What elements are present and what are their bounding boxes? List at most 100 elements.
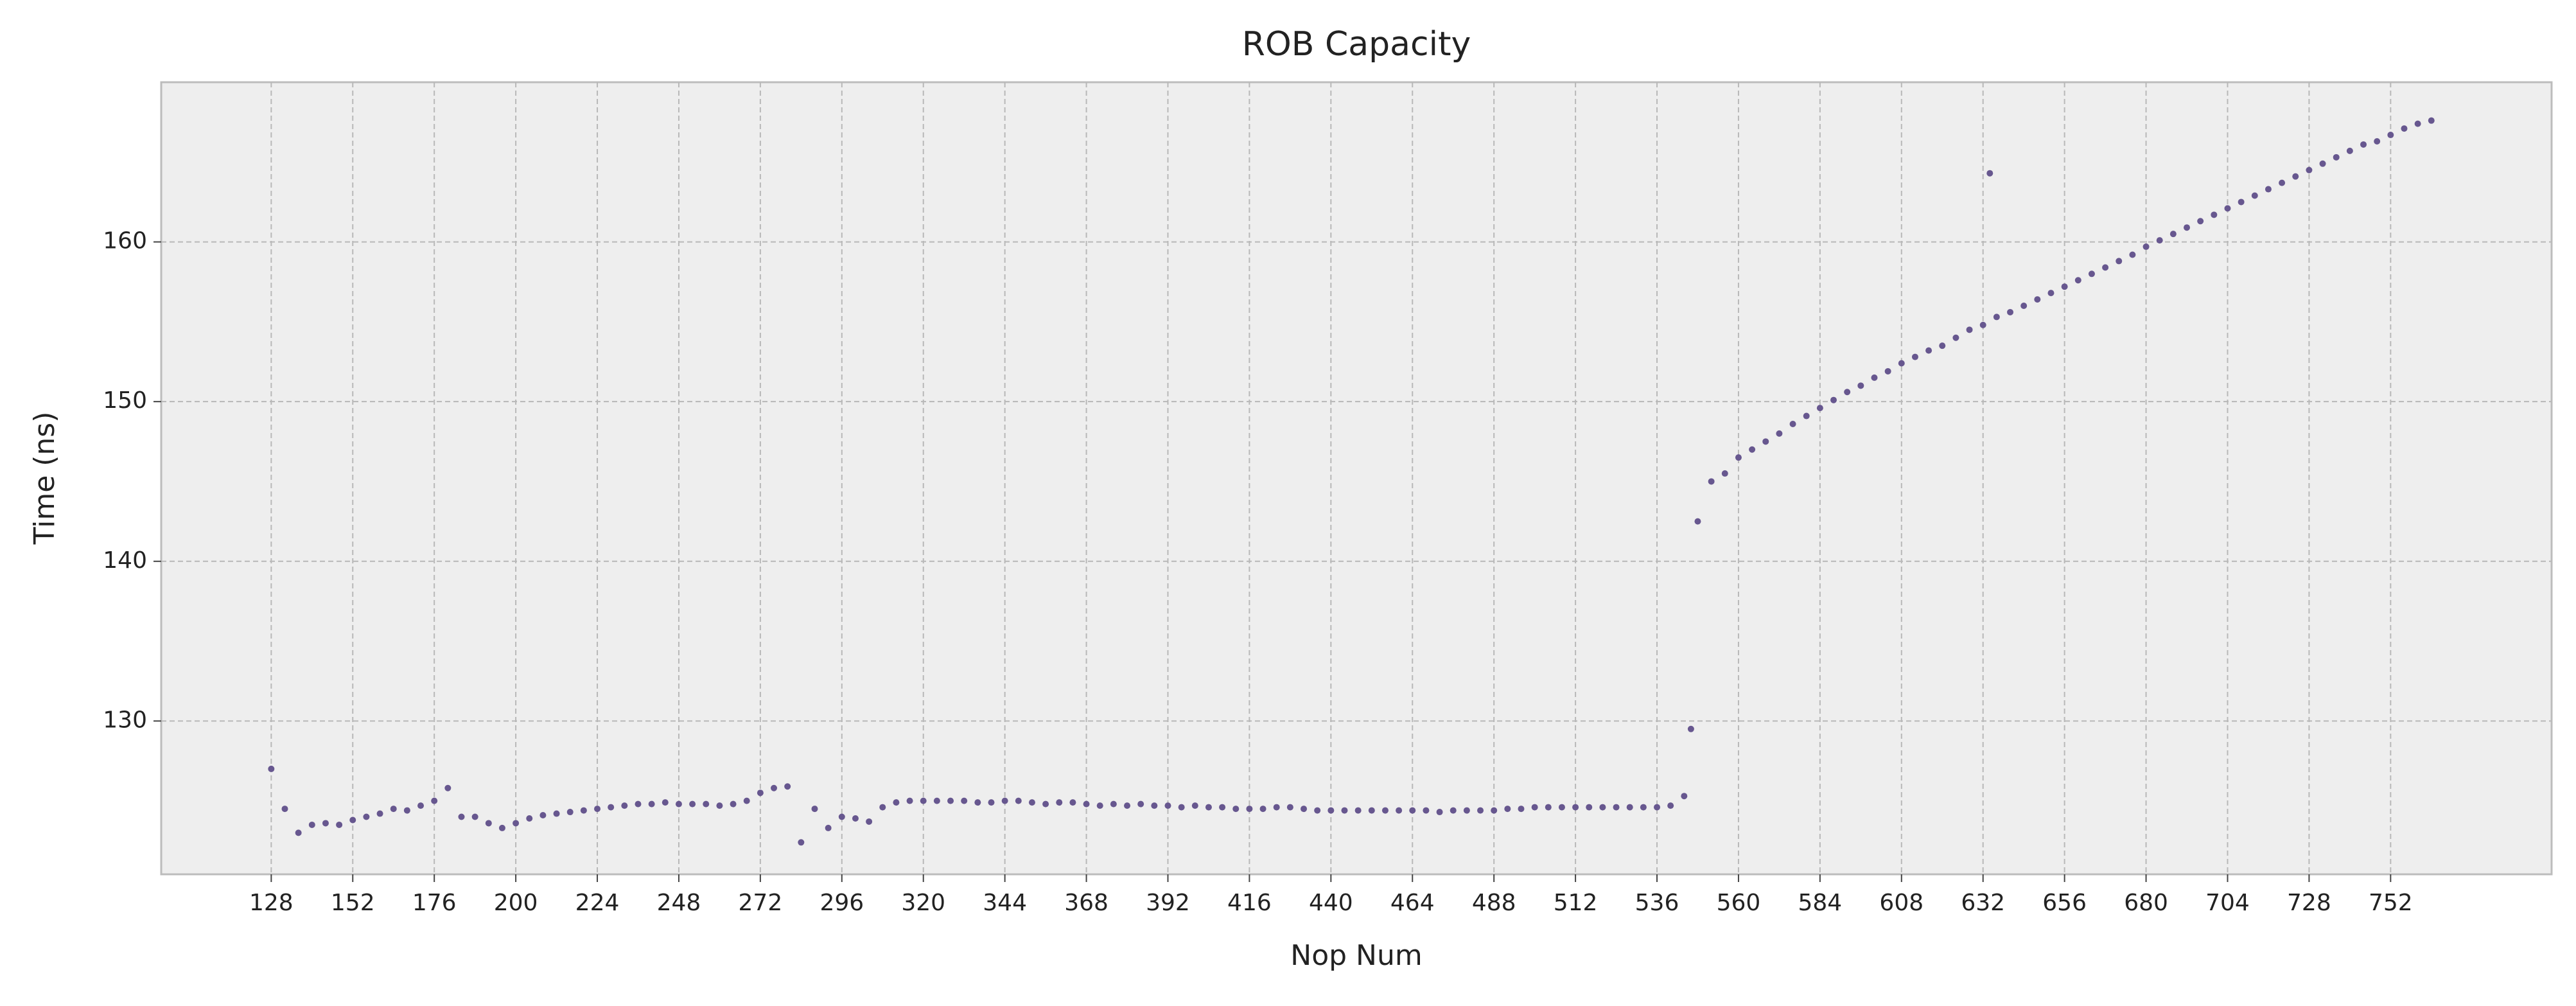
point bbox=[811, 806, 818, 813]
point bbox=[1545, 804, 1552, 811]
point bbox=[2102, 264, 2109, 271]
x-tick-label: 656 bbox=[2042, 890, 2087, 916]
point bbox=[1504, 806, 1511, 813]
point bbox=[513, 820, 520, 827]
point bbox=[1558, 804, 1565, 811]
point bbox=[2197, 218, 2204, 225]
point bbox=[1681, 793, 1688, 800]
point bbox=[743, 797, 750, 804]
point bbox=[1124, 802, 1131, 809]
point bbox=[1993, 313, 2000, 321]
x-tick-label: 632 bbox=[1961, 890, 2005, 916]
point bbox=[2142, 243, 2150, 251]
point bbox=[906, 797, 913, 804]
point bbox=[1721, 470, 1728, 477]
point bbox=[1083, 800, 1090, 807]
point bbox=[2374, 137, 2381, 145]
y-tick-label: 150 bbox=[103, 387, 147, 414]
point bbox=[635, 800, 642, 807]
point bbox=[1844, 389, 1851, 396]
point bbox=[1626, 804, 1633, 811]
point bbox=[2224, 205, 2231, 212]
point bbox=[1477, 807, 1484, 814]
point bbox=[838, 813, 845, 820]
point bbox=[2074, 277, 2081, 284]
point bbox=[322, 820, 329, 827]
point bbox=[1667, 802, 1674, 809]
point bbox=[825, 824, 832, 831]
point bbox=[376, 810, 383, 817]
point bbox=[1286, 804, 1293, 811]
point bbox=[879, 804, 886, 811]
point bbox=[798, 839, 805, 846]
point bbox=[1871, 374, 1878, 381]
point bbox=[1463, 807, 1470, 814]
x-tick-label: 752 bbox=[2369, 890, 2413, 916]
plot-area bbox=[160, 81, 2553, 876]
point bbox=[866, 818, 873, 825]
point bbox=[1789, 420, 1796, 427]
point bbox=[1409, 807, 1416, 814]
point bbox=[1518, 806, 1525, 813]
point bbox=[1015, 797, 1022, 804]
point bbox=[757, 790, 764, 797]
point bbox=[268, 765, 275, 772]
point bbox=[1246, 806, 1253, 813]
point bbox=[1925, 347, 1932, 354]
point bbox=[2279, 179, 2286, 186]
point bbox=[2169, 231, 2177, 238]
point bbox=[594, 806, 601, 813]
point bbox=[703, 800, 710, 807]
point bbox=[933, 797, 940, 804]
point bbox=[1436, 809, 1443, 816]
point bbox=[1191, 802, 1198, 809]
point bbox=[2346, 147, 2353, 154]
x-tick-label: 728 bbox=[2287, 890, 2331, 916]
point bbox=[2292, 173, 2299, 180]
point bbox=[852, 815, 859, 822]
point bbox=[1056, 799, 1063, 806]
point bbox=[689, 800, 696, 807]
point bbox=[1001, 797, 1008, 804]
point bbox=[1450, 807, 1457, 814]
point bbox=[2061, 283, 2068, 290]
x-tick-label: 584 bbox=[1798, 890, 1843, 916]
point bbox=[1735, 454, 1742, 461]
point bbox=[730, 800, 737, 807]
point bbox=[1151, 802, 1158, 809]
point bbox=[539, 812, 547, 819]
point bbox=[1884, 367, 1891, 375]
x-tick-label: 344 bbox=[983, 890, 1027, 916]
point bbox=[621, 802, 628, 809]
point bbox=[1219, 804, 1226, 811]
point bbox=[363, 813, 370, 820]
point bbox=[1803, 412, 1810, 419]
point bbox=[988, 799, 995, 806]
point bbox=[2007, 308, 2014, 315]
point bbox=[566, 809, 574, 816]
point bbox=[1314, 807, 1321, 814]
point bbox=[1586, 804, 1593, 811]
x-tick-label: 536 bbox=[1635, 890, 1679, 916]
x-tick-label: 128 bbox=[249, 890, 294, 916]
point bbox=[1640, 804, 1647, 811]
point bbox=[2129, 251, 2136, 258]
point bbox=[1042, 800, 1049, 807]
point bbox=[1273, 804, 1280, 811]
x-tick-label: 416 bbox=[1227, 890, 1272, 916]
point bbox=[1749, 446, 1756, 453]
point bbox=[580, 807, 587, 814]
point bbox=[716, 802, 723, 809]
x-tick-label: 176 bbox=[412, 890, 457, 916]
point bbox=[553, 810, 560, 817]
point bbox=[485, 820, 492, 827]
x-tick-label: 608 bbox=[1879, 890, 1923, 916]
point bbox=[281, 806, 288, 813]
point bbox=[1491, 807, 1498, 814]
point bbox=[784, 783, 791, 790]
point bbox=[1164, 802, 1171, 809]
point bbox=[961, 797, 968, 804]
x-tick-label: 464 bbox=[1390, 890, 1435, 916]
